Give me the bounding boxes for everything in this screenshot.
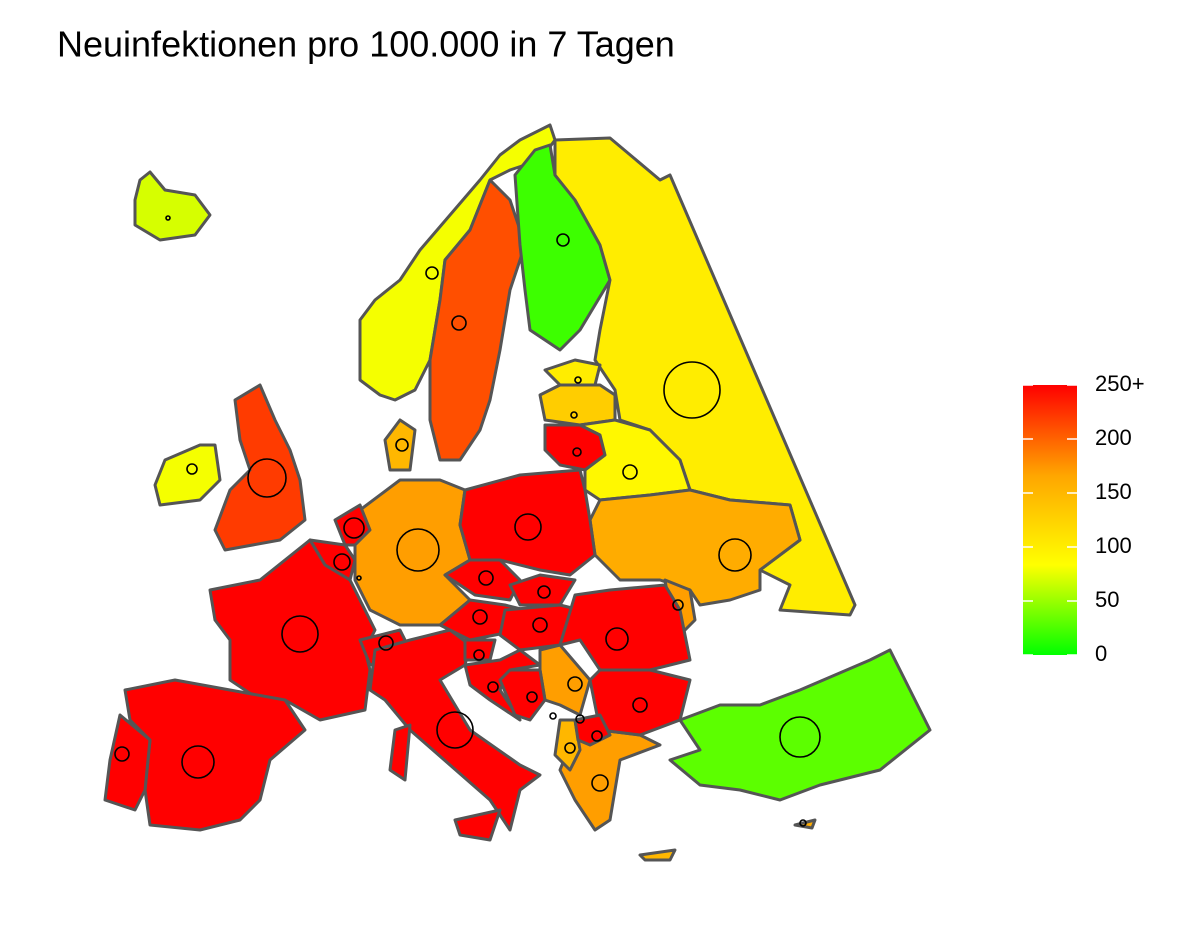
marker [556,233,570,247]
region [538,383,617,427]
region [123,678,307,832]
marker [567,676,583,692]
marker [591,774,609,792]
marker [591,730,603,742]
marker [514,513,542,541]
region [668,648,932,802]
marker [537,585,551,599]
marker [333,553,351,571]
region [133,170,212,242]
marker [425,266,439,280]
region [543,358,602,387]
region [428,178,527,462]
colorbar-tick-label: 50 [1095,587,1119,612]
marker [718,538,752,572]
marker [378,635,394,651]
marker [473,649,485,661]
marker [356,575,362,581]
region [553,718,582,772]
marker [487,681,499,693]
region [443,558,522,602]
chart-title: Neuinfektionen pro 100.000 in 7 Tagen [57,24,675,65]
region [153,443,222,507]
colorbar-tick-label: 0 [1095,641,1107,666]
marker [395,438,409,452]
marker [396,528,440,572]
marker [281,615,319,653]
marker [436,711,474,749]
region [208,538,377,722]
colorbar-tick-label: 150 [1095,479,1132,504]
marker [574,376,582,384]
marker [605,627,629,651]
marker [451,315,467,331]
marker [526,691,538,703]
marker [181,745,215,779]
regions [103,123,932,862]
marker [186,463,198,475]
region [458,468,597,577]
region [353,478,472,627]
colorbar [1023,385,1077,655]
region [368,628,542,832]
region [103,713,152,812]
marker [575,714,585,724]
region [453,808,502,842]
region [588,488,802,607]
colorbar-tick-label: 200 [1095,425,1132,450]
region [498,668,547,722]
region [558,583,692,672]
population-markers [114,215,821,827]
marker [564,742,576,754]
region [213,383,307,552]
marker [247,458,287,498]
region [508,573,577,607]
marker [114,746,130,762]
region [383,418,417,472]
marker [572,447,582,457]
marker [478,570,494,586]
marker [663,361,721,419]
marker [165,215,171,221]
marker [799,819,807,827]
marker [779,716,821,758]
marker [549,712,557,720]
marker [672,599,684,611]
region [538,643,592,717]
region [638,848,677,862]
marker [632,697,648,713]
marker [532,617,548,633]
marker [622,464,638,480]
marker [472,609,488,625]
colorbar-tick-label: 250+ [1095,371,1145,396]
colorbar-tick-label: 100 [1095,533,1132,558]
region [388,723,412,782]
marker [343,517,365,539]
marker [570,411,578,419]
